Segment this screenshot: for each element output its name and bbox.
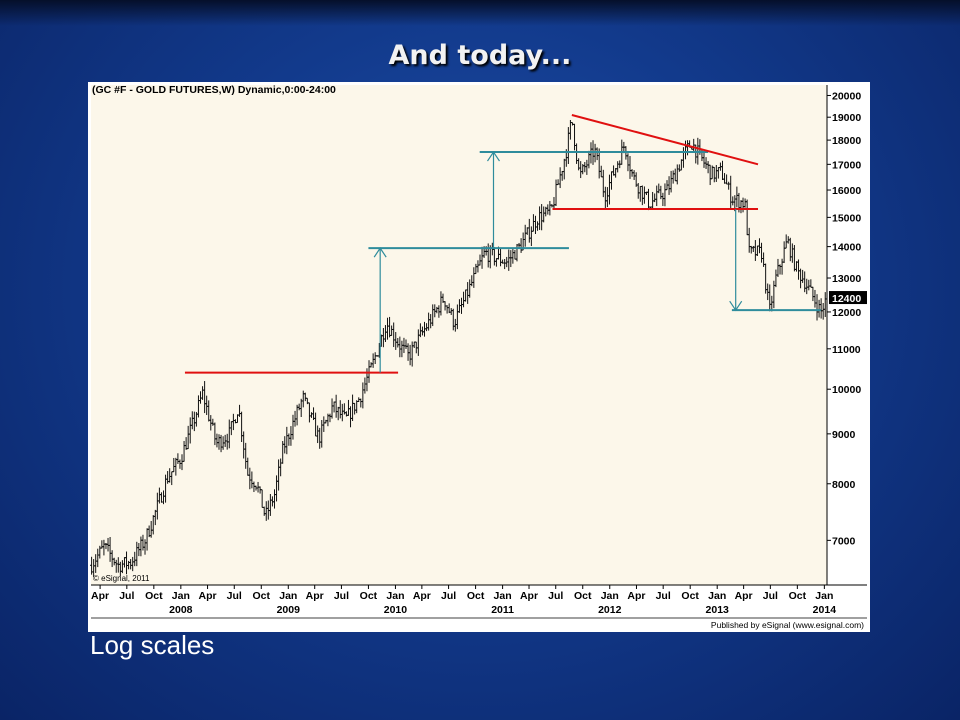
- x-tick-label: Oct: [145, 590, 163, 602]
- x-tick-label: Jul: [227, 590, 242, 602]
- y-tick-label: 12000: [832, 307, 861, 319]
- plot-area: [91, 85, 827, 585]
- x-year-label: 2008: [169, 604, 193, 616]
- watermark: © eSignal, 2011: [93, 574, 150, 583]
- y-tick-label: 8000: [832, 479, 856, 491]
- y-axis-panel: [827, 85, 867, 585]
- x-tick-label: Jan: [708, 590, 726, 602]
- measured-move-arrow: [373, 247, 387, 373]
- x-year-label: 2011: [491, 604, 514, 616]
- measured-move-arrow: [729, 208, 743, 312]
- last-price-label: 12400: [832, 293, 861, 305]
- y-axis-ticks: 7000 8000 9000 10000 11000 12000 13000 14000 150…: [827, 90, 867, 547]
- gold-futures-chart: 7000 8000 9000 10000 11000 12000 13000 14000 150…: [88, 82, 870, 632]
- ohlc-bar: [823, 292, 827, 317]
- y-tick-label: 20000: [832, 90, 861, 102]
- x-tick-label: Oct: [360, 590, 378, 602]
- y-tick-label: 11000: [832, 344, 861, 356]
- x-year-label: 2012: [598, 604, 622, 616]
- x-year-label: 2010: [384, 604, 408, 616]
- chart-title: (GC #F - GOLD FUTURES,W) Dynamic,0:00-24…: [92, 84, 336, 96]
- measured-move-arrow: [486, 150, 500, 249]
- x-tick-label: Oct: [681, 590, 699, 602]
- x-tick-label: Apr: [91, 590, 109, 602]
- x-tick-label: Apr: [413, 590, 431, 602]
- y-tick-label: 17000: [832, 159, 861, 171]
- x-tick-label: Apr: [306, 590, 324, 602]
- x-tick-label: Jan: [601, 590, 619, 602]
- y-tick-label: 14000: [832, 242, 861, 254]
- x-tick-label: Apr: [520, 590, 538, 602]
- price-bars: [89, 120, 827, 577]
- x-tick-label: Oct: [253, 590, 271, 602]
- x-tick-label: Jul: [763, 590, 778, 602]
- y-tick-label: 9000: [832, 429, 856, 441]
- top-gradient-band: [0, 0, 960, 26]
- x-year-label: 2013: [706, 604, 730, 616]
- x-tick-label: Jan: [279, 590, 297, 602]
- x-year-label: 2014: [813, 604, 837, 616]
- down-trendline: [571, 114, 759, 166]
- x-tick-label: Jul: [119, 590, 134, 602]
- y-tick-label: 13000: [832, 273, 861, 285]
- y-tick-label: 7000: [832, 535, 856, 547]
- y-tick-label: 18000: [832, 135, 861, 147]
- x-tick-label: Oct: [574, 590, 592, 602]
- y-tick-label: 16000: [832, 185, 861, 197]
- x-tick-label: Jul: [334, 590, 349, 602]
- slide-caption: Log scales: [90, 630, 215, 660]
- y-tick-label: 15000: [832, 212, 861, 224]
- x-axis-ticks: Apr Jul Oct Jan 2008 Apr Jul Oct Jan 2009 Apr Jul Oc…: [91, 585, 836, 616]
- x-tick-label: Jan: [494, 590, 512, 602]
- x-tick-label: Oct: [467, 590, 485, 602]
- annotations: [184, 114, 821, 374]
- x-tick-label: Oct: [789, 590, 807, 602]
- y-tick-label: 10000: [832, 384, 861, 396]
- x-tick-label: Jan: [386, 590, 404, 602]
- last-price-box: [829, 291, 867, 305]
- y-tick-label: 19000: [832, 112, 861, 124]
- x-tick-label: Apr: [735, 590, 753, 602]
- x-tick-label: Jan: [172, 590, 190, 602]
- x-year-label: 2009: [277, 604, 301, 616]
- x-tick-label: Jul: [548, 590, 563, 602]
- chart-svg: 7000 8000 9000 10000 11000 12000 13000 14000 150…: [88, 82, 870, 632]
- x-tick-label: Jul: [656, 590, 671, 602]
- slide-title: And today...: [388, 40, 572, 71]
- x-tick-label: Jul: [441, 590, 456, 602]
- publisher-note: Published by eSignal (www.esignal.com): [711, 620, 864, 630]
- x-tick-label: Apr: [627, 590, 645, 602]
- x-tick-label: Apr: [199, 590, 217, 602]
- x-tick-label: Jan: [815, 590, 833, 602]
